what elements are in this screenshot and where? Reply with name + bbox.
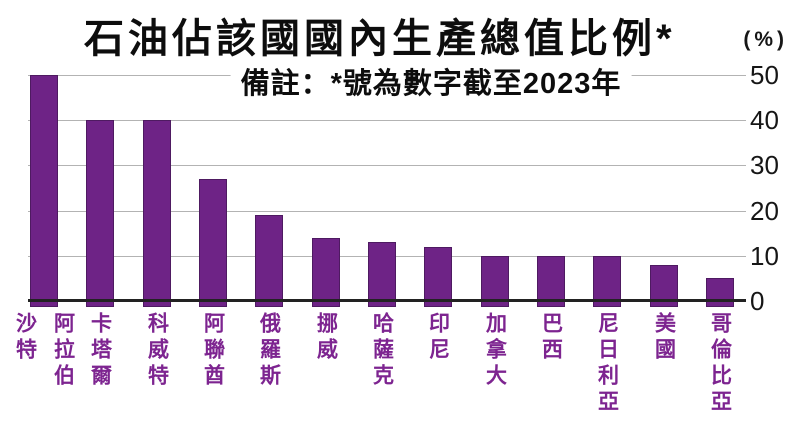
category-label-卡塔爾: 卡塔爾 (89, 312, 112, 390)
y-tick-50: 50 (750, 60, 779, 90)
y-tick-40: 40 (750, 105, 779, 135)
category-label-column: 挪威 (314, 312, 338, 364)
category-label-column: 阿拉伯 (51, 312, 75, 390)
bar-哥倫比亞 (706, 278, 734, 307)
gridline-40 (28, 120, 746, 121)
bar-沙特阿拉伯 (30, 75, 58, 307)
y-tick-20: 20 (750, 196, 779, 226)
bar-卡塔爾 (86, 120, 114, 307)
category-label-column: 哈薩克 (370, 312, 394, 390)
category-label-column: 印尼 (426, 312, 450, 364)
category-label-沙特阿拉伯: 沙特 阿拉伯 (14, 312, 75, 390)
gridline-30 (28, 165, 746, 166)
category-label-挪威: 挪威 (315, 312, 338, 364)
category-label-印尼: 印尼 (427, 312, 450, 364)
gridline-20 (28, 211, 746, 212)
category-label-column: 沙特 (13, 312, 37, 364)
category-label-哈薩克: 哈薩克 (371, 312, 394, 390)
bar-哈薩克 (368, 242, 396, 307)
category-label-column: 美國 (652, 312, 676, 364)
category-label-尼日利亞: 尼日利亞 (596, 312, 619, 416)
chart-note: 備註：*號為數字截至2023年 (230, 60, 632, 102)
bar-科威特 (143, 120, 171, 307)
bar-阿聯酋 (199, 179, 227, 307)
category-label-巴西: 巴西 (540, 312, 563, 364)
category-label-阿聯酋: 阿聯酋 (202, 312, 225, 390)
category-label-column: 哥倫比亞 (708, 312, 732, 416)
y-tick-0: 0 (750, 286, 765, 316)
category-label-科威特: 科威特 (146, 312, 169, 390)
category-label-column: 尼日利亞 (595, 312, 619, 416)
bar-俄羅斯 (255, 215, 283, 307)
bar-印尼 (424, 247, 452, 307)
category-label-column: 俄羅斯 (257, 312, 281, 390)
category-label-哥倫比亞: 哥倫比亞 (709, 312, 732, 416)
category-label-column: 卡塔爾 (88, 312, 112, 390)
bar-挪威 (312, 238, 340, 307)
category-label-column: 加拿大 (483, 312, 507, 390)
y-axis-unit-label: (%) (743, 28, 788, 51)
category-label-column: 科威特 (145, 312, 169, 390)
bar-尼日利亞 (593, 256, 621, 307)
category-label-美國: 美國 (653, 312, 676, 364)
category-label-column: 巴西 (539, 312, 563, 364)
bar-加拿大 (481, 256, 509, 307)
bar-巴西 (537, 256, 565, 307)
x-axis-line (28, 299, 746, 302)
category-label-俄羅斯: 俄羅斯 (258, 312, 281, 390)
y-tick-30: 30 (750, 150, 779, 180)
y-tick-10: 10 (750, 241, 779, 271)
category-label-column: 阿聯酋 (201, 312, 225, 390)
chart-title: 石油佔該國國內生產總值比例* (84, 17, 676, 61)
category-label-加拿大: 加拿大 (484, 312, 507, 390)
